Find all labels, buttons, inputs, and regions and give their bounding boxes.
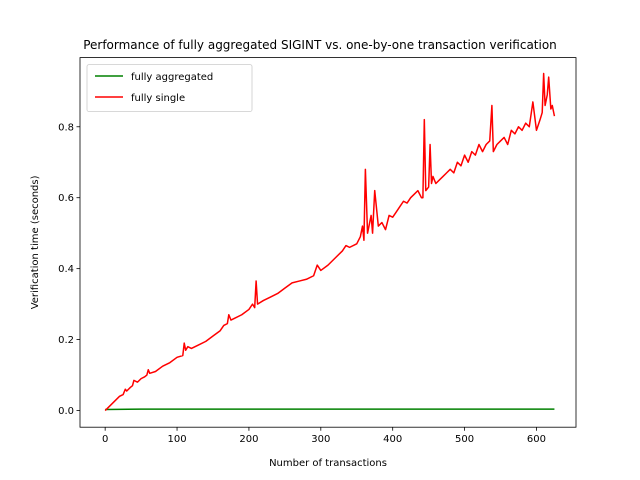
- legend: fully aggregated fully single: [86, 64, 253, 112]
- y-tick-label: 0.0: [58, 406, 74, 417]
- legend-label-fully-single: fully single: [131, 93, 185, 104]
- y-tick-label: 0.2: [58, 335, 74, 346]
- x-tick-label: 200: [239, 434, 258, 445]
- y-axis-label: Verification time (seconds): [30, 175, 41, 309]
- x-tick-label: 500: [455, 434, 474, 445]
- series-line-fully-single: [104, 72, 556, 412]
- x-tick-label: 600: [527, 434, 546, 445]
- chart-title: Performance of fully aggregated SIGINT v…: [83, 38, 557, 52]
- plot-frame: [79, 57, 577, 428]
- y-tick-label: 0.6: [58, 193, 74, 204]
- y-tick-label: 0.8: [58, 122, 74, 133]
- x-tick-label: 0: [102, 434, 108, 445]
- y-tick-label: 0.4: [58, 264, 74, 275]
- legend-label-fully-aggregated: fully aggregated: [131, 72, 213, 83]
- x-axis-label: Number of transactions: [269, 458, 387, 469]
- x-axis-ticks: 0 100 200 300 400 500 600: [102, 427, 546, 445]
- series-layer: [104, 72, 556, 412]
- y-axis-ticks: 0.0 0.2 0.4 0.6 0.8: [58, 122, 80, 417]
- x-tick-label: 300: [311, 434, 330, 445]
- legend-box: [86, 64, 253, 112]
- x-tick-label: 100: [167, 434, 186, 445]
- x-tick-label: 400: [383, 434, 402, 445]
